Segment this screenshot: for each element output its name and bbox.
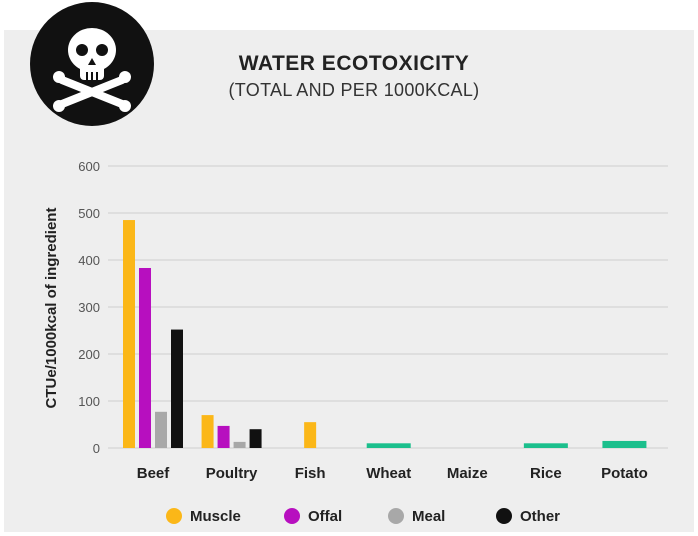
bar-beef-muscle bbox=[123, 220, 135, 448]
y-tick-600: 600 bbox=[78, 159, 100, 174]
legend: Muscle Offal Meal Other bbox=[166, 508, 560, 525]
legend-marker-offal bbox=[284, 508, 300, 524]
legend-item-other: Other bbox=[496, 508, 560, 525]
grid-lines bbox=[108, 165, 668, 449]
bar-potato bbox=[602, 440, 647, 448]
y-tick-0: 0 bbox=[93, 441, 100, 456]
bar-fish-muscle bbox=[304, 422, 317, 448]
bar-poultry-muscle bbox=[201, 415, 214, 448]
y-tick-500: 500 bbox=[78, 206, 100, 221]
category-label-beef: Beef bbox=[137, 465, 171, 482]
legend-label-offal: Offal bbox=[308, 508, 342, 525]
legend-marker-other bbox=[496, 508, 512, 524]
category-label-wheat: Wheat bbox=[366, 465, 411, 482]
category-label-potato: Potato bbox=[601, 465, 648, 482]
chart-subtitle: (TOTAL AND PER 1000KCAL) bbox=[229, 80, 480, 100]
legend-label-meal: Meal bbox=[412, 508, 445, 525]
legend-marker-muscle bbox=[166, 508, 182, 524]
category-label-maize: Maize bbox=[447, 465, 488, 482]
y-axis-label: CTUe/1000kcal of ingredient bbox=[43, 208, 60, 409]
bar-poultry-other bbox=[249, 429, 262, 448]
bar-poultry-meal bbox=[233, 441, 246, 448]
y-tick-labels: 0 100 200 300 400 500 600 bbox=[78, 159, 100, 456]
legend-label-muscle: Muscle bbox=[190, 508, 241, 525]
category-label-rice: Rice bbox=[530, 465, 562, 482]
legend-item-muscle: Muscle bbox=[166, 508, 241, 525]
bar-rice bbox=[523, 443, 568, 448]
legend-item-offal: Offal bbox=[284, 508, 342, 525]
y-tick-400: 400 bbox=[78, 253, 100, 268]
legend-item-meal: Meal bbox=[388, 508, 445, 525]
bars bbox=[123, 220, 647, 448]
legend-marker-meal bbox=[388, 508, 404, 524]
bar-beef-offal bbox=[139, 267, 151, 448]
category-labels: Beef Poultry Fish Wheat Maize Rice Potato bbox=[137, 465, 648, 482]
bar-beef-other bbox=[171, 329, 183, 448]
legend-label-other: Other bbox=[520, 508, 560, 525]
bar-wheat bbox=[366, 443, 411, 448]
y-tick-100: 100 bbox=[78, 394, 100, 409]
category-label-fish: Fish bbox=[295, 465, 326, 482]
y-tick-300: 300 bbox=[78, 300, 100, 315]
category-label-poultry: Poultry bbox=[206, 465, 258, 482]
bar-beef-meal bbox=[155, 411, 167, 448]
skull-crossbones-icon bbox=[30, 2, 154, 126]
bar-poultry-offal bbox=[217, 425, 230, 448]
chart-title: WATER ECOTOXICITY bbox=[239, 52, 470, 75]
y-tick-200: 200 bbox=[78, 347, 100, 362]
